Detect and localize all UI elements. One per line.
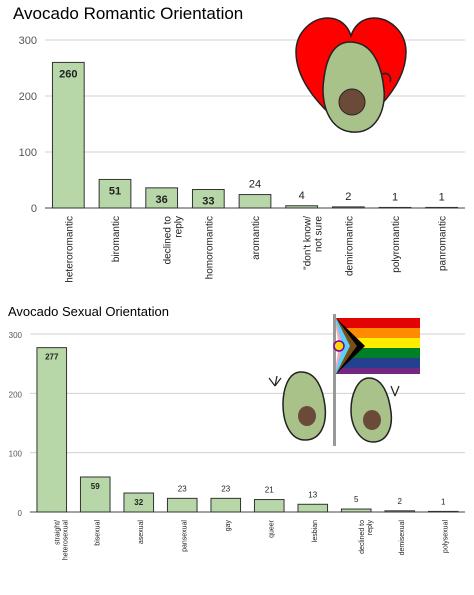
data-label: 13 xyxy=(308,490,317,499)
data-label: 32 xyxy=(134,498,143,507)
pride-flag-avocados-icon xyxy=(268,314,420,446)
y-tick-label: 300 xyxy=(9,331,23,340)
data-label: 277 xyxy=(45,353,59,362)
data-label: 59 xyxy=(91,482,100,491)
bar xyxy=(36,347,68,513)
category-label: pansexual xyxy=(181,520,188,552)
category-label: homoromantic xyxy=(204,216,215,279)
data-label: 2 xyxy=(398,497,403,506)
bar xyxy=(378,206,412,209)
data-label: 1 xyxy=(392,191,398,203)
bar xyxy=(51,61,85,209)
bar xyxy=(79,476,111,513)
category-label: "don't know/not sure xyxy=(303,216,325,270)
bar xyxy=(238,194,272,209)
data-label: 21 xyxy=(265,486,274,495)
bar xyxy=(425,206,459,209)
bar xyxy=(145,187,179,209)
sexual-orientation-chart: 0 100 200 300 277 straight/heterosexual 59 bise… xyxy=(9,331,465,561)
category-label: asexual xyxy=(138,520,145,545)
heart-avocado-icon xyxy=(295,17,407,133)
category-label: demisexual xyxy=(399,520,406,556)
data-label: 4 xyxy=(299,190,305,202)
category-label: aromantic xyxy=(251,216,262,260)
y-tick-label: 200 xyxy=(9,390,23,399)
category-label: queer xyxy=(268,519,275,538)
data-label: 1 xyxy=(441,497,446,506)
bar xyxy=(210,497,242,513)
category-label: gay xyxy=(225,520,232,532)
bar xyxy=(384,510,416,513)
category-label: heteroromantic xyxy=(64,216,75,283)
y-tick-label: 300 xyxy=(19,35,37,47)
category-label: demiromantic xyxy=(344,216,355,276)
category-label: bisexual xyxy=(94,520,101,546)
romantic-orientation-chart: 0 100 200 300 260 heteroromantic 51 biromantic 3… xyxy=(19,35,465,283)
data-label: 51 xyxy=(109,185,121,197)
data-label: 33 xyxy=(202,196,214,208)
bar xyxy=(253,499,285,513)
category-label: lesbian xyxy=(312,520,319,542)
category-label: polyromantic xyxy=(391,216,402,273)
data-label: 260 xyxy=(59,68,77,80)
category-label: biromantic xyxy=(111,216,122,262)
data-label: 5 xyxy=(354,495,359,504)
data-label: 2 xyxy=(345,191,351,203)
category-label: polysexual xyxy=(442,520,449,554)
category-label: panromantic xyxy=(438,216,449,271)
bar xyxy=(123,492,155,513)
chart-title-romantic: Avocado Romantic Orientation xyxy=(13,4,244,23)
bar xyxy=(166,497,198,513)
bar xyxy=(98,178,132,209)
bar xyxy=(297,503,329,513)
category-label: declined toreply xyxy=(163,216,185,265)
category-label: straight/heterosexual xyxy=(54,520,69,561)
data-label: 24 xyxy=(249,179,261,191)
y-tick-label: 0 xyxy=(18,509,23,518)
data-label: 23 xyxy=(221,484,230,493)
category-label: declined toreply xyxy=(359,520,374,554)
chart-title-sexual: Avocado Sexual Orientation xyxy=(8,304,169,319)
bar xyxy=(285,205,319,209)
bar xyxy=(331,206,365,209)
y-tick-label: 100 xyxy=(19,147,37,159)
bar xyxy=(191,189,225,209)
y-tick-label: 0 xyxy=(31,203,37,215)
y-tick-label: 100 xyxy=(9,450,23,459)
data-label: 1 xyxy=(439,191,445,203)
data-label: 36 xyxy=(156,194,168,206)
data-label: 23 xyxy=(178,484,187,493)
y-tick-label: 200 xyxy=(19,91,37,103)
bar xyxy=(340,508,372,513)
bar xyxy=(427,510,459,513)
